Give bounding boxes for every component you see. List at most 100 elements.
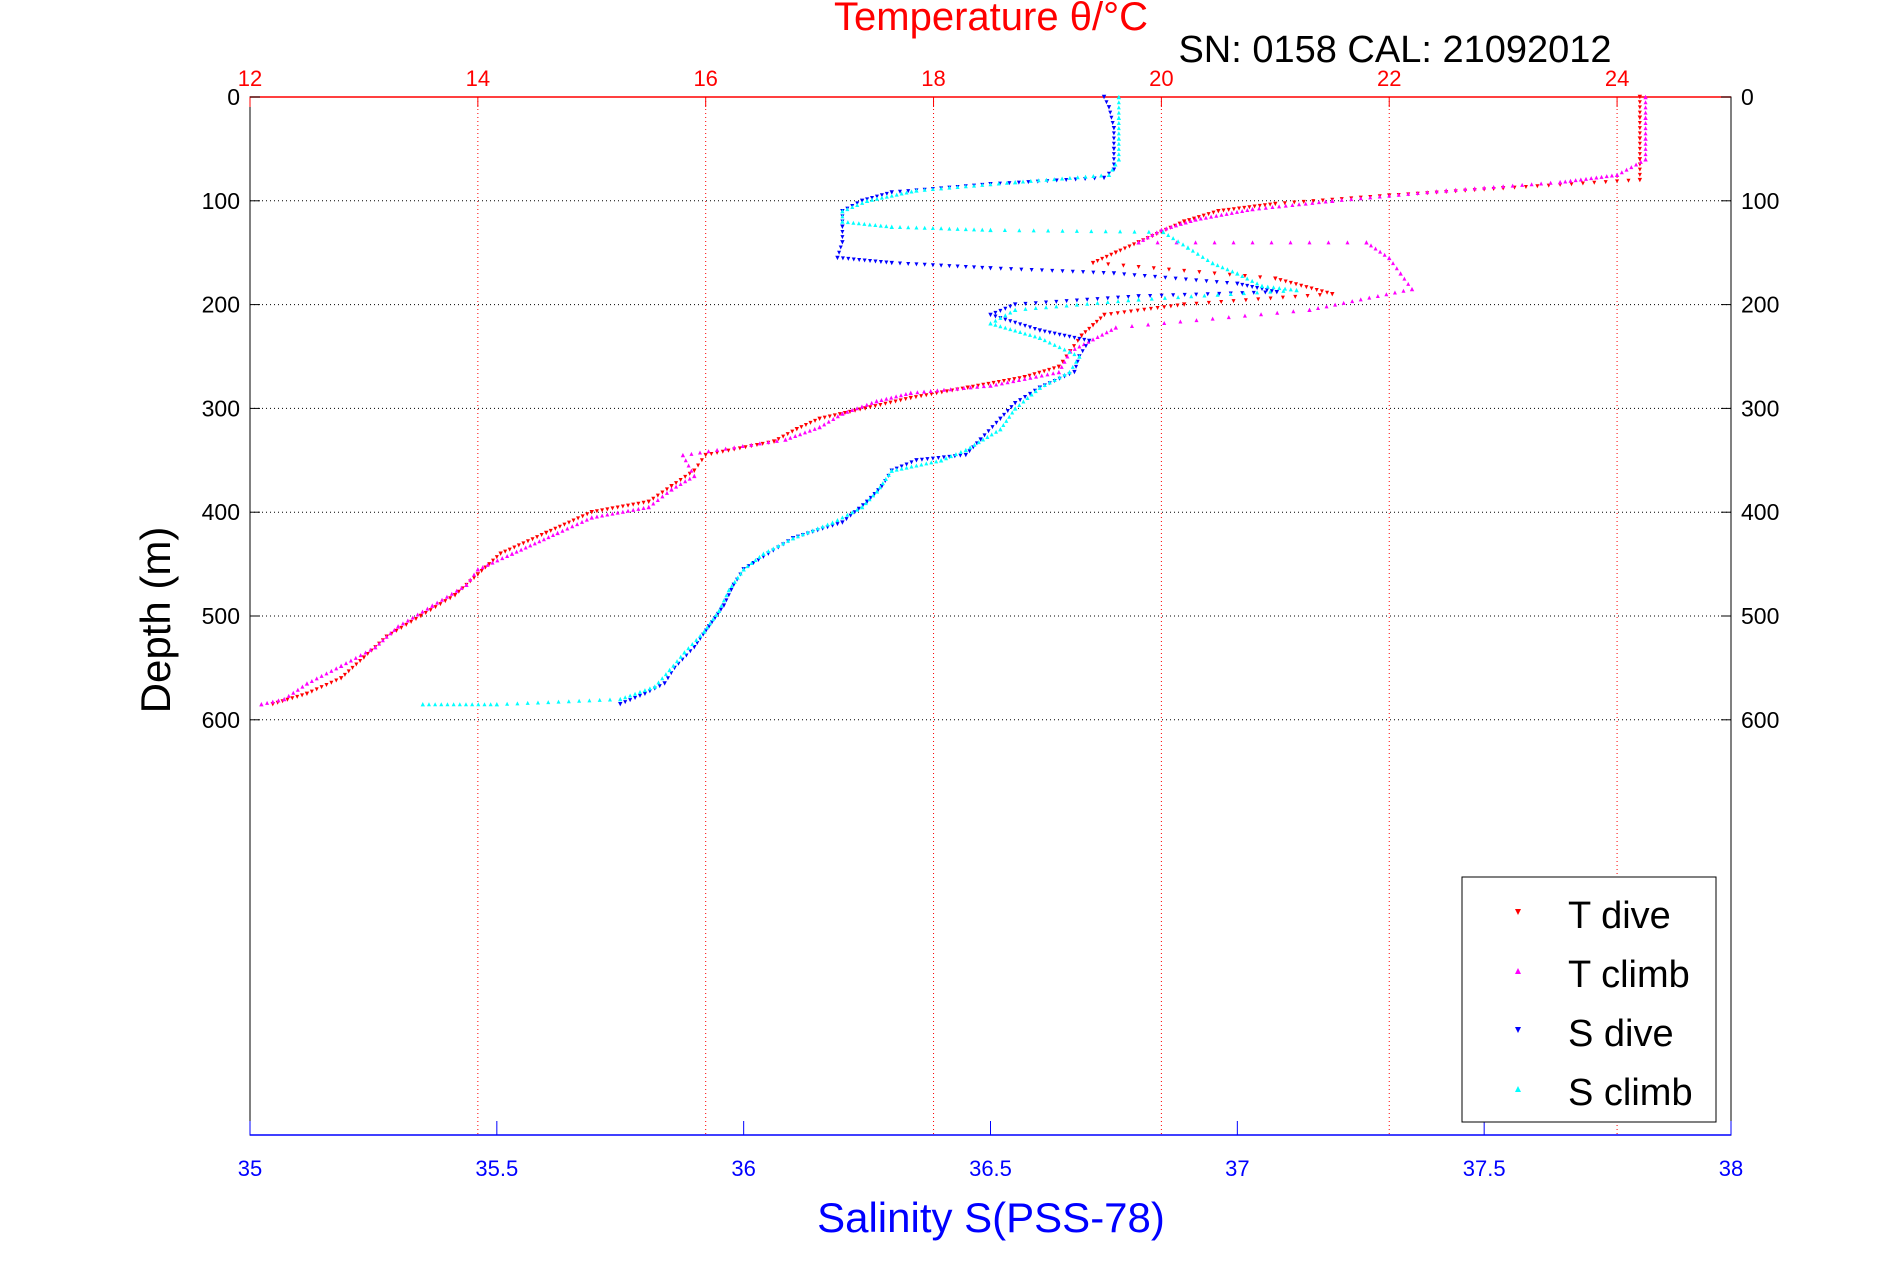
t-climb-point <box>1643 110 1648 115</box>
t-climb-point <box>664 490 669 495</box>
t-climb-point <box>826 419 831 424</box>
s-climb-point <box>1062 372 1067 377</box>
t-climb-point <box>1259 312 1264 317</box>
t-dive-point <box>1113 250 1119 255</box>
s-climb-point <box>874 196 879 201</box>
t-climb-point <box>1210 316 1215 321</box>
t-climb-point <box>802 430 807 435</box>
t-climb-point <box>1323 199 1328 204</box>
t-climb-point <box>1599 174 1604 179</box>
s-dive-point <box>1033 301 1038 306</box>
t-dive-point <box>781 434 786 439</box>
s-climb-point <box>904 465 909 470</box>
s-dive-point <box>904 462 909 467</box>
t-climb-point <box>1394 266 1399 271</box>
t-climb-point <box>1563 179 1568 184</box>
t-dive-point <box>1569 182 1574 187</box>
t-dive-point <box>1121 263 1126 268</box>
temperature-tick-label: 24 <box>1605 66 1629 91</box>
s-climb-point <box>1010 410 1015 415</box>
s-dive-point <box>1029 268 1034 272</box>
s-climb-point <box>1060 176 1065 181</box>
t-dive-point <box>1135 308 1140 313</box>
depth-tick-label-right: 400 <box>1741 499 1779 525</box>
s-dive-point <box>878 260 883 265</box>
legend-label-t-climb: T climb <box>1568 954 1690 996</box>
t-climb-point <box>584 517 589 522</box>
t-dive-point <box>1109 312 1114 317</box>
s-climb-point <box>855 507 860 512</box>
s-climb-point <box>716 608 722 614</box>
t-climb-point <box>689 451 694 456</box>
t-dive-point <box>669 484 674 489</box>
s-dive-point <box>1077 336 1082 341</box>
s-dive-point <box>1225 280 1230 285</box>
t-dive-point <box>525 539 530 544</box>
t-dive-point <box>521 541 526 546</box>
t-dive-point <box>1181 302 1187 307</box>
depth-axis-ticks: 0 0 100 100 200 200 300 300 400 400 500 500 600 600 <box>202 84 1780 733</box>
t-climb-point <box>541 537 546 542</box>
s-climb-point <box>1288 287 1293 292</box>
s-climb-point <box>855 202 860 207</box>
t-dive-point <box>615 505 620 510</box>
t-dive-point <box>986 381 991 386</box>
s-climb-point <box>1195 251 1200 256</box>
t-climb-point <box>464 582 469 588</box>
s-dive-point <box>1072 369 1077 375</box>
s-dive-point <box>1023 323 1028 328</box>
t-dive-point <box>544 530 549 536</box>
s-climb-point <box>949 454 954 459</box>
s-climb-point <box>1116 110 1121 115</box>
t-climb-point <box>908 390 913 396</box>
t-climb-point <box>1326 240 1331 245</box>
s-climb-point <box>840 515 845 520</box>
t-climb-point <box>551 533 556 538</box>
s-dive-point <box>988 266 993 271</box>
t-climb-point <box>1234 209 1239 214</box>
s-climb-point <box>1230 269 1235 274</box>
s-dive-point <box>986 429 991 434</box>
s-dive-point <box>978 437 983 442</box>
s-climb-point <box>1113 162 1118 167</box>
t-dive-point <box>1155 306 1160 311</box>
s-climb-point <box>988 182 993 187</box>
s-climb-point <box>947 185 952 190</box>
t-climb-point <box>651 501 656 506</box>
t-climb-point <box>565 526 570 531</box>
s-climb-point <box>929 460 934 465</box>
t-climb-point <box>669 487 674 492</box>
t-dive-point <box>808 420 813 425</box>
s-climb-point <box>698 633 703 638</box>
t-climb-point <box>1624 167 1629 172</box>
t-dive-point <box>1166 267 1171 272</box>
s-climb-point <box>690 642 695 647</box>
t-climb-point <box>1159 227 1164 233</box>
t-dive-point <box>1231 299 1236 304</box>
s-climb-point <box>919 462 924 467</box>
s-climb-point <box>934 459 939 464</box>
s-climb-point <box>994 429 999 434</box>
s-climb-point <box>652 684 658 689</box>
t-dive-point <box>1268 202 1273 207</box>
temperature-tick-label: 18 <box>921 66 945 91</box>
t-climb-point <box>999 381 1004 386</box>
s-climb-point <box>1271 285 1276 290</box>
t-climb-point <box>988 383 993 388</box>
t-dive-point <box>494 555 499 560</box>
s-climb-point <box>909 464 914 469</box>
s-climb-point <box>800 532 805 537</box>
s-dive-point <box>642 691 648 697</box>
s-climb-point <box>766 549 771 554</box>
t-climb-point <box>1392 290 1397 295</box>
s-climb-point <box>884 224 889 229</box>
t-climb-point <box>1224 211 1229 216</box>
t-climb-point <box>1614 172 1620 178</box>
t-climb-point <box>392 627 397 632</box>
t-dive-point <box>1637 157 1643 162</box>
t-climb-point <box>265 700 270 705</box>
t-climb-point <box>1443 188 1449 193</box>
t-climb-point <box>1316 200 1321 205</box>
t-climb-point <box>523 545 528 550</box>
s-climb-point <box>985 434 990 439</box>
